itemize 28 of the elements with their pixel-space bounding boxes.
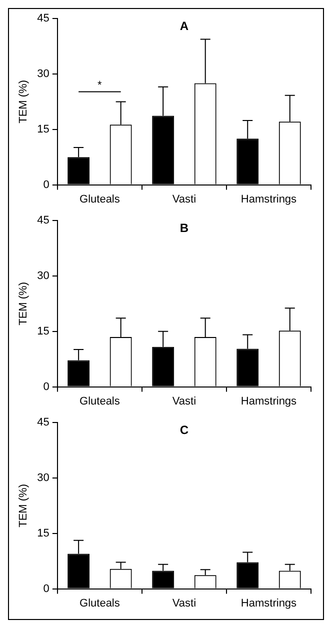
y-tick-label: 0: [43, 380, 50, 393]
x-tick-label: Gluteals: [80, 597, 120, 610]
chart-title: B: [180, 220, 189, 235]
x-tick-label: Hamstrings: [240, 597, 298, 610]
y-tick-label: 45: [37, 214, 50, 227]
x-tick-label: Gluteals: [80, 193, 120, 206]
x-tick-label: Gluteals: [80, 395, 120, 408]
y-tick-label: 30: [37, 270, 50, 282]
x-tick-label: Hamstrings: [240, 395, 298, 408]
y-axis-title: TEM (%): [18, 282, 30, 326]
chart-title: C: [180, 422, 189, 437]
x-tick-label: Hamstrings: [240, 193, 298, 206]
y-tick-label: 0: [43, 582, 50, 595]
y-axis-title: TEM (%): [18, 484, 30, 528]
y-tick-label: 30: [37, 472, 50, 484]
x-tick-label: Vasti: [172, 395, 196, 408]
y-tick-label: 45: [37, 12, 50, 25]
y-tick-label: 45: [37, 416, 50, 429]
y-tick-label: 30: [37, 68, 50, 80]
y-tick-label: 15: [37, 527, 50, 540]
x-tick-label: Vasti: [172, 597, 196, 610]
y-tick-label: 15: [37, 123, 50, 136]
y-tick-label: 0: [43, 178, 50, 191]
y-tick-label: 15: [37, 325, 50, 338]
annotation: *: [98, 79, 103, 92]
y-axis-title: TEM (%): [18, 80, 30, 124]
chart-title: A: [180, 18, 189, 33]
x-tick-label: Vasti: [172, 193, 196, 206]
